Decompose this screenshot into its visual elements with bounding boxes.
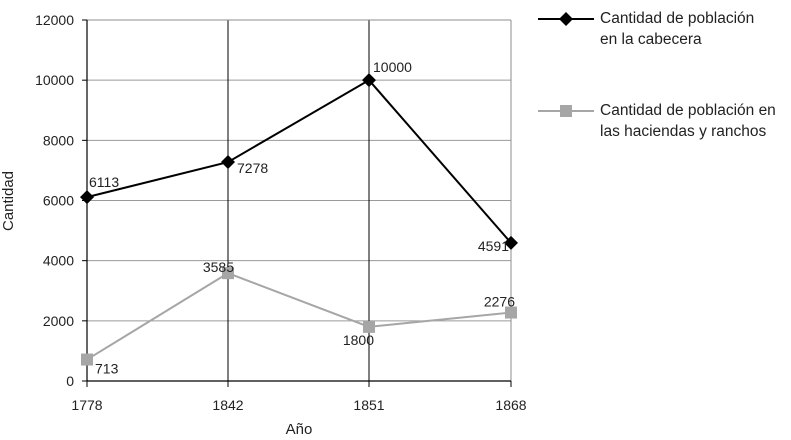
y-tick-label: 6000: [43, 193, 74, 209]
data-label: 4591: [478, 238, 509, 254]
data-label: 713: [95, 361, 119, 377]
legend-swatch-diamond-icon: [538, 12, 594, 26]
y-axis-title: Cantidad: [0, 171, 17, 231]
data-label: 7278: [237, 160, 268, 176]
y-tick-label: 12000: [35, 12, 74, 28]
legend-item-cabecera: Cantidad de población en la cabecera: [536, 8, 786, 50]
data-point-diamond: [362, 73, 376, 88]
axes: [82, 19, 512, 387]
series-lines: [80, 73, 518, 366]
legend-label-line1: Cantidad de población: [600, 10, 755, 27]
x-tick-label: 1851: [353, 397, 384, 413]
legend-item-haciendas: Cantidad de población en las haciendas y…: [536, 100, 786, 142]
legend-label-line1: Cantidad de población en: [600, 102, 776, 119]
y-tick-label: 10000: [35, 72, 74, 88]
data-point-square: [505, 306, 517, 319]
legend-label-line2: en la cabecera: [600, 31, 702, 48]
data-point-diamond: [80, 190, 94, 205]
x-tick-label: 1842: [212, 397, 243, 413]
data-label: 3585: [203, 259, 234, 275]
series-line: [86, 78, 512, 244]
legend-swatch-square-icon: [538, 105, 594, 117]
y-tick-label: 4000: [43, 253, 74, 269]
data-point-square: [222, 267, 234, 280]
legend: Cantidad de población en la cabecera Can…: [536, 8, 786, 142]
data-point-square: [81, 353, 93, 366]
grid-lines: [87, 20, 511, 381]
y-tick-label: 2000: [43, 313, 74, 329]
data-label: 6113: [89, 174, 119, 190]
y-tick-label: 8000: [43, 132, 74, 148]
data-point-square: [363, 320, 375, 333]
data-label: 2276: [484, 294, 515, 310]
y-tick-label: 0: [66, 373, 74, 389]
x-tick-labels: 1778 1842 1851 1868: [71, 397, 526, 413]
x-axis-title: Año: [286, 421, 313, 438]
data-label: 1800: [343, 332, 374, 348]
data-labels: 6113 7278 10000 4591 713 3585 1800 2276: [89, 59, 515, 376]
y-tick-labels: 0 2000 4000 6000 8000 10000 12000: [35, 12, 74, 389]
legend-label-line2: las haciendas y ranchos: [600, 123, 767, 140]
data-label: 10000: [373, 59, 412, 75]
data-point-diamond: [221, 155, 235, 170]
data-point-diamond: [504, 235, 518, 250]
series-line: [86, 272, 512, 361]
x-tick-label: 1778: [71, 397, 102, 413]
x-tick-label: 1868: [495, 397, 526, 413]
